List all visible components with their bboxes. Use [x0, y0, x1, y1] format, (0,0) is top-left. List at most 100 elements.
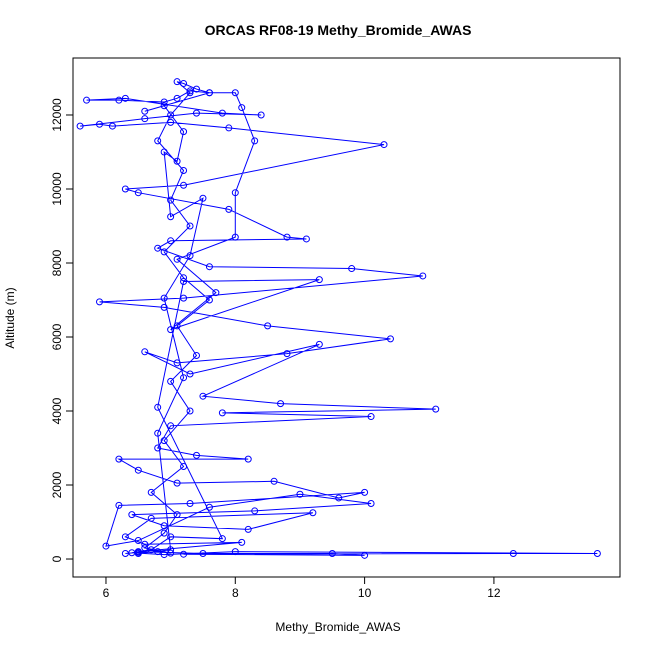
data-point	[180, 80, 188, 88]
data-point	[180, 128, 188, 136]
data-point	[270, 477, 278, 485]
data-point	[593, 549, 601, 557]
data-point	[315, 276, 323, 284]
data-point	[160, 522, 168, 530]
data-point	[154, 137, 162, 145]
data-point	[244, 455, 252, 463]
data-point	[108, 122, 116, 130]
y-tick-label: 10000	[50, 172, 64, 206]
data-point	[361, 488, 369, 496]
data-point	[128, 511, 136, 519]
data-point	[192, 85, 200, 93]
data-point	[335, 494, 343, 502]
data-point	[167, 546, 175, 554]
data-point	[167, 111, 175, 119]
x-tick-label: 10	[358, 586, 372, 600]
y-tick-label: 8000	[50, 249, 64, 276]
data-point	[160, 529, 168, 537]
y-tick-label: 2000	[50, 471, 64, 498]
data-point	[348, 265, 356, 273]
data-point	[199, 549, 207, 557]
data-point	[154, 548, 162, 556]
data-point	[147, 546, 155, 554]
data-point	[141, 544, 149, 552]
data-point	[180, 463, 188, 471]
data-point	[141, 348, 149, 356]
data-point	[231, 233, 239, 241]
data-point	[147, 514, 155, 522]
data-point	[192, 451, 200, 459]
data-point	[186, 252, 194, 260]
data-point	[199, 392, 207, 400]
data-point	[96, 298, 104, 306]
data-point	[283, 233, 291, 241]
data-point	[367, 500, 375, 508]
data-point	[180, 277, 188, 285]
data-point	[205, 296, 213, 304]
data-point	[180, 166, 188, 174]
data-point	[141, 540, 149, 548]
data-point	[296, 490, 304, 498]
data-point	[205, 89, 213, 97]
data-point	[167, 326, 175, 334]
data-point	[315, 340, 323, 348]
data-point	[218, 109, 226, 117]
data-point	[173, 322, 181, 330]
chart-title: ORCAS RF08-19 Methy_Bromide_AWAS	[205, 22, 472, 38]
y-tick-label: 6000	[50, 323, 64, 350]
data-point	[121, 94, 129, 102]
x-axis-label: Methy_Bromide_AWAS	[275, 620, 400, 634]
data-point	[160, 148, 168, 156]
data-point	[134, 537, 142, 545]
data-point	[160, 303, 168, 311]
data-point	[173, 511, 181, 519]
data-point	[225, 205, 233, 213]
data-point	[180, 274, 188, 282]
data-point	[380, 141, 388, 149]
y-axis-label: Altitude (m)	[3, 287, 17, 348]
data-point	[238, 104, 246, 112]
data-point	[160, 102, 168, 110]
data-point	[115, 501, 123, 509]
data-point	[251, 507, 259, 515]
data-point	[205, 503, 213, 511]
plot-frame	[72, 57, 621, 578]
data-point	[251, 137, 259, 145]
data-point	[199, 194, 207, 202]
data-point	[160, 551, 168, 559]
data-point	[180, 294, 188, 302]
data-point	[367, 413, 375, 421]
data-point	[134, 189, 142, 197]
data-point	[160, 98, 168, 106]
data-point	[167, 213, 175, 221]
data-point	[218, 535, 226, 543]
data-point	[167, 533, 175, 541]
data-point	[154, 403, 162, 411]
data-point	[134, 548, 142, 556]
data-point	[180, 181, 188, 189]
y-tick-label: 12000	[50, 98, 64, 132]
data-point	[218, 409, 226, 417]
data-point	[212, 289, 220, 297]
data-point	[264, 322, 272, 330]
data-point	[141, 115, 149, 123]
data-point	[115, 455, 123, 463]
data-point	[154, 429, 162, 437]
data-point	[141, 107, 149, 115]
data-point	[154, 244, 162, 252]
data-point	[192, 109, 200, 117]
data-point	[167, 377, 175, 385]
data-point	[167, 237, 175, 245]
data-point	[167, 422, 175, 430]
data-point	[186, 500, 194, 508]
data-point	[180, 374, 188, 382]
data-point	[173, 255, 181, 263]
data-point	[173, 78, 181, 86]
y-tick-label: 4000	[50, 397, 64, 424]
data-point	[231, 189, 239, 197]
data-point	[283, 350, 291, 358]
data-point	[231, 548, 239, 556]
x-tick-label: 6	[103, 586, 110, 600]
data-point	[173, 359, 181, 367]
